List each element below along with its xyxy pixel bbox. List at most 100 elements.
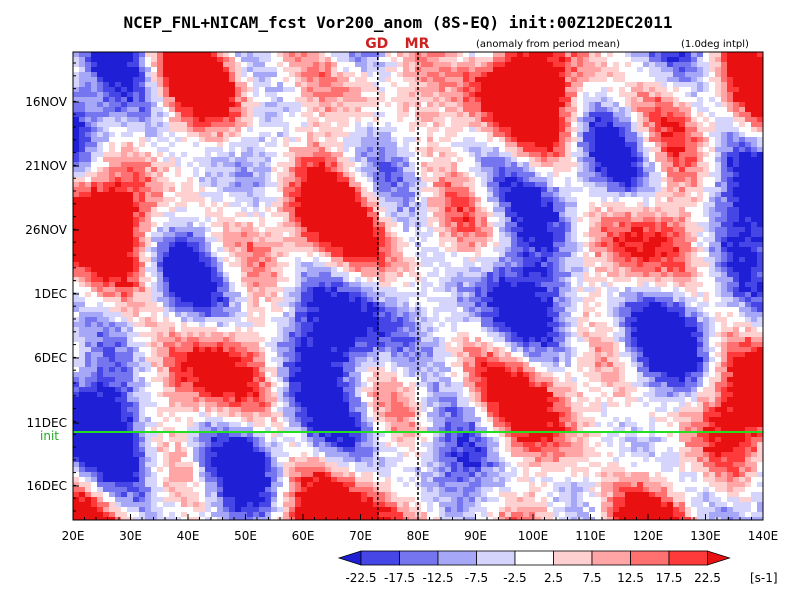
field-cell xyxy=(229,242,236,248)
field-cell xyxy=(265,112,272,118)
field-cell xyxy=(505,67,512,73)
field-cell xyxy=(655,162,662,168)
field-cell xyxy=(643,237,650,243)
field-cell xyxy=(571,187,578,193)
field-cell xyxy=(151,87,158,93)
field-cell xyxy=(715,227,722,233)
field-cell xyxy=(523,172,530,178)
field-cell xyxy=(223,177,230,183)
field-cell xyxy=(535,92,542,98)
field-cell xyxy=(223,137,230,143)
field-cell xyxy=(433,232,440,238)
field-cell xyxy=(319,97,326,103)
field-cell xyxy=(115,222,122,228)
field-cell xyxy=(265,52,272,58)
field-cell xyxy=(655,92,662,98)
field-cell xyxy=(571,57,578,63)
field-cell xyxy=(547,202,554,208)
field-cell xyxy=(367,87,374,93)
field-cell xyxy=(553,102,560,108)
field-cell xyxy=(613,227,620,233)
field-cell xyxy=(199,172,206,178)
field-cell xyxy=(433,187,440,193)
field-cell xyxy=(607,227,614,233)
field-cell xyxy=(211,167,218,173)
field-cell xyxy=(727,232,734,238)
field-cell xyxy=(529,167,536,173)
field-cell xyxy=(727,207,734,213)
field-cell xyxy=(295,212,302,218)
field-cell xyxy=(715,67,722,73)
field-cell xyxy=(505,137,512,143)
field-cell xyxy=(673,232,680,238)
field-cell xyxy=(625,192,632,198)
field-cell xyxy=(427,152,434,158)
field-cell xyxy=(457,217,464,223)
field-cell xyxy=(247,217,254,223)
field-cell xyxy=(331,132,338,138)
field-cell xyxy=(361,207,368,213)
field-cell xyxy=(313,227,320,233)
field-cell xyxy=(211,132,218,138)
field-cell xyxy=(133,257,140,263)
field-cell xyxy=(199,82,206,88)
field-cell xyxy=(643,192,650,198)
field-cell xyxy=(181,122,188,128)
field-cell xyxy=(103,132,110,138)
field-cell xyxy=(277,117,284,123)
field-cell xyxy=(517,172,524,178)
field-cell xyxy=(583,222,590,228)
field-cell xyxy=(487,62,494,68)
field-cell xyxy=(499,252,506,258)
field-cell xyxy=(631,202,638,208)
field-cell xyxy=(247,232,254,238)
field-cell xyxy=(421,77,428,83)
field-cell xyxy=(265,197,272,203)
field-cell xyxy=(337,242,344,248)
field-cell xyxy=(265,62,272,68)
field-cell xyxy=(157,132,164,138)
field-cell xyxy=(163,207,170,213)
field-cell xyxy=(229,187,236,193)
field-cell xyxy=(631,162,638,168)
field-cell xyxy=(469,172,476,178)
field-cell xyxy=(703,227,710,233)
field-cell xyxy=(487,177,494,183)
field-cell xyxy=(283,117,290,123)
field-cell xyxy=(625,147,632,153)
field-cell xyxy=(553,252,560,258)
field-cell xyxy=(91,202,98,208)
field-cell xyxy=(235,142,242,148)
field-cell xyxy=(541,237,548,243)
field-cell xyxy=(583,217,590,223)
field-cell xyxy=(289,77,296,83)
field-cell xyxy=(283,257,290,263)
field-cell xyxy=(277,77,284,83)
field-cell xyxy=(601,132,608,138)
field-cell xyxy=(247,152,254,158)
field-cell xyxy=(661,152,668,158)
field-cell xyxy=(607,207,614,213)
field-cell xyxy=(145,147,152,153)
field-cell xyxy=(457,167,464,173)
field-cell xyxy=(643,157,650,163)
field-cell xyxy=(541,92,548,98)
field-cell xyxy=(631,217,638,223)
field-cell xyxy=(265,227,272,233)
field-cell xyxy=(547,232,554,238)
field-cell xyxy=(583,237,590,243)
field-cell xyxy=(493,182,500,188)
field-cell xyxy=(595,87,602,93)
field-cell xyxy=(319,72,326,78)
field-cell xyxy=(295,187,302,193)
field-cell xyxy=(559,242,566,248)
field-cell xyxy=(253,167,260,173)
field-cell xyxy=(673,87,680,93)
field-cell xyxy=(325,57,332,63)
field-cell xyxy=(703,82,710,88)
field-cell xyxy=(145,92,152,98)
field-cell xyxy=(373,227,380,233)
field-cell xyxy=(685,187,692,193)
field-cell xyxy=(475,57,482,63)
field-cell xyxy=(565,257,572,263)
